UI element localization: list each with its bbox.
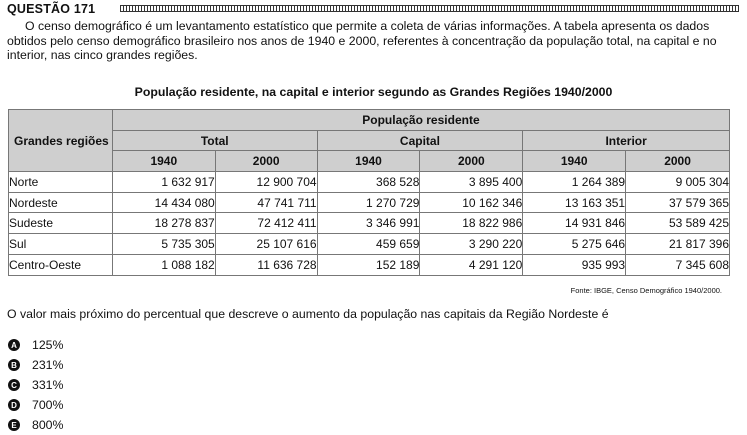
value-cell: 3 346 991 bbox=[316, 212, 421, 235]
option-e[interactable]: E 800% bbox=[8, 415, 63, 435]
question-intro: O censo demográfico é um levantamento es… bbox=[7, 19, 717, 62]
value-cell: 3 290 220 bbox=[419, 233, 524, 255]
region-cell: Sudeste bbox=[8, 212, 113, 235]
table-title: População residente, na capital e interi… bbox=[134, 85, 613, 99]
option-text: 231% bbox=[32, 358, 64, 372]
option-text: 125% bbox=[32, 338, 64, 352]
header-rule bbox=[120, 5, 739, 12]
group-header-total: Total bbox=[111, 129, 318, 152]
value-cell: 11 636 728 bbox=[214, 253, 318, 276]
region-cell: Centro-Oeste bbox=[8, 253, 113, 276]
year-header: 1940 bbox=[111, 150, 216, 173]
group-header-capital: Capital bbox=[316, 129, 524, 152]
table-row: Sudeste 18 278 837 72 412 411 3 346 991 … bbox=[8, 212, 730, 235]
option-a[interactable]: A 125% bbox=[8, 335, 63, 355]
answer-options: A 125% B 231% C 331% D 700% E 800% bbox=[8, 335, 63, 435]
group-header-interior: Interior bbox=[522, 129, 730, 152]
value-cell: 5 275 646 bbox=[522, 233, 627, 255]
value-cell: 1 264 389 bbox=[522, 171, 627, 193]
question-header: QUESTÃO 171 bbox=[7, 2, 739, 16]
year-header: 2000 bbox=[419, 150, 524, 173]
value-cell: 1 088 182 bbox=[111, 253, 216, 276]
value-cell: 37 579 365 bbox=[625, 191, 730, 214]
value-cell: 14 434 080 bbox=[111, 191, 216, 214]
value-cell: 1 632 917 bbox=[111, 171, 216, 193]
population-table: Grandes regiões População residente Tota… bbox=[8, 108, 731, 276]
value-cell: 18 278 837 bbox=[111, 212, 216, 235]
value-cell: 368 528 bbox=[316, 171, 421, 193]
value-cell: 10 162 346 bbox=[419, 191, 524, 214]
region-cell: Norte bbox=[8, 171, 113, 193]
option-text: 800% bbox=[32, 418, 64, 432]
value-cell: 5 735 305 bbox=[111, 233, 216, 255]
year-header: 1940 bbox=[522, 150, 627, 173]
option-letter-bullet: A bbox=[8, 339, 20, 351]
value-cell: 1 270 729 bbox=[316, 191, 421, 214]
value-cell: 21 817 396 bbox=[625, 233, 730, 255]
year-header: 1940 bbox=[316, 150, 421, 173]
value-cell: 25 107 616 bbox=[214, 233, 318, 255]
value-cell: 53 589 425 bbox=[625, 212, 730, 235]
value-cell: 14 931 846 bbox=[522, 212, 627, 235]
question-title: QUESTÃO 171 bbox=[7, 2, 96, 16]
value-cell: 7 345 608 bbox=[625, 253, 730, 276]
table-row: Centro-Oeste 1 088 182 11 636 728 152 18… bbox=[8, 253, 730, 276]
option-d[interactable]: D 700% bbox=[8, 395, 63, 415]
option-letter-bullet: B bbox=[8, 359, 20, 371]
table-source: Fonte: IBGE, Censo Demográfico 1940/2000… bbox=[570, 286, 722, 295]
option-letter-bullet: C bbox=[8, 379, 20, 391]
table-row: Nordeste 14 434 080 47 741 711 1 270 729… bbox=[8, 191, 730, 214]
question-prompt: O valor mais próximo do percentual que d… bbox=[7, 307, 609, 321]
year-header: 2000 bbox=[625, 150, 730, 173]
option-b[interactable]: B 231% bbox=[8, 355, 63, 375]
option-letter-bullet: D bbox=[8, 399, 20, 411]
value-cell: 47 741 711 bbox=[214, 191, 318, 214]
value-cell: 459 659 bbox=[316, 233, 421, 255]
top-header: População residente bbox=[111, 109, 731, 131]
table-row: Norte 1 632 917 12 900 704 368 528 3 895… bbox=[8, 171, 730, 193]
corner-header: Grandes regiões bbox=[8, 108, 113, 173]
table-row: Sul 5 735 305 25 107 616 459 659 3 290 2… bbox=[8, 233, 730, 255]
value-cell: 4 291 120 bbox=[419, 253, 524, 276]
value-cell: 9 005 304 bbox=[625, 171, 730, 193]
value-cell: 3 895 400 bbox=[419, 171, 524, 193]
option-text: 700% bbox=[32, 398, 64, 412]
option-letter-bullet: E bbox=[8, 419, 20, 431]
value-cell: 152 189 bbox=[316, 253, 421, 276]
region-cell: Sul bbox=[8, 233, 113, 255]
region-cell: Nordeste bbox=[8, 191, 113, 214]
value-cell: 18 822 986 bbox=[419, 212, 524, 235]
value-cell: 12 900 704 bbox=[214, 171, 318, 193]
year-header: 2000 bbox=[214, 150, 318, 173]
value-cell: 935 993 bbox=[522, 253, 627, 276]
option-text: 331% bbox=[32, 378, 64, 392]
value-cell: 13 163 351 bbox=[522, 191, 627, 214]
value-cell: 72 412 411 bbox=[214, 212, 318, 235]
option-c[interactable]: C 331% bbox=[8, 375, 63, 395]
